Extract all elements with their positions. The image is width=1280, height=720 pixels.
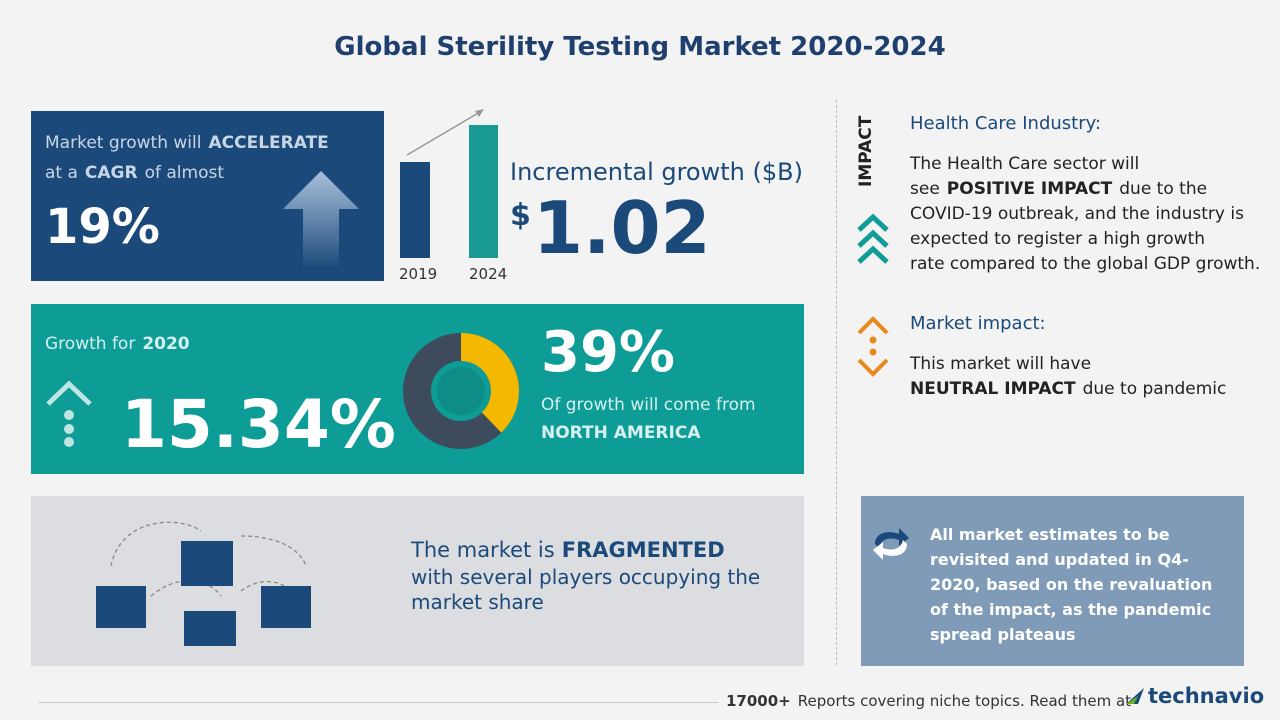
- arrow-icon: [283, 171, 359, 269]
- impact-heading: IMPACT: [856, 115, 876, 187]
- note-line: of the impact, as the pandemic: [930, 600, 1212, 619]
- text: of almost: [144, 163, 225, 183]
- vendor-panel: The market is FRAGMENTED with several pla…: [31, 496, 804, 666]
- brand-logo: [1126, 688, 1144, 704]
- text: see: [910, 179, 940, 199]
- text: 2020: [142, 334, 190, 354]
- footer-text: 17000+ Reports covering niche topics. Rea…: [726, 692, 1131, 710]
- incremental-value: 1.02: [533, 186, 711, 270]
- vendor-line: with several players occupying the: [411, 565, 761, 589]
- text: due to the: [1119, 179, 1208, 199]
- cagr-panel: Market growth will ACCELERATE at a CAGR of …: [31, 111, 384, 281]
- vendor-line: market share: [411, 590, 544, 614]
- text: expected to register a high growth: [910, 229, 1206, 249]
- cagr-line: at a CAGR of almost: [45, 163, 224, 183]
- text: POSITIVE IMPACT: [946, 179, 1113, 199]
- text-line: The Health Care sector will: [910, 152, 1260, 177]
- brand: technavio: [1148, 684, 1265, 708]
- growth-label: Growth for 2020: [45, 334, 190, 354]
- note-line: spread plateaus: [930, 625, 1076, 644]
- industry-text: The Health Care sector will see POSITIVE I…: [910, 152, 1260, 277]
- text-line: This market will have: [910, 352, 1226, 377]
- share-text: Of growth will come from: [541, 395, 756, 415]
- text: 17000+: [726, 692, 791, 710]
- divider: [836, 100, 837, 665]
- text: ACCELERATE: [208, 133, 329, 153]
- text: rate compared to the global GDP growth.: [910, 254, 1261, 274]
- bar-icon: [400, 109, 498, 258]
- text-line: rate compared to the global GDP growth.: [910, 252, 1260, 277]
- text: The Health Care sector will: [910, 154, 1140, 174]
- cagr-value: 19%: [45, 199, 160, 255]
- text: COVID-19 outbreak, and the industry is: [910, 204, 1244, 224]
- note-text: All market estimates to be revisited and …: [930, 522, 1212, 647]
- donut-icon: [403, 333, 519, 449]
- growth-panel: Growth for 2020 15.34% 39% Of growth will…: [31, 304, 804, 474]
- market-text: This market will have NEUTRAL IMPACT due t…: [910, 352, 1226, 402]
- text: FRAGMENTED: [561, 538, 725, 562]
- currency: $: [510, 198, 531, 233]
- buildings-icon: [96, 521, 311, 646]
- refresh-icon: [873, 528, 909, 560]
- note-line: All market estimates to be: [930, 525, 1170, 544]
- text: NEUTRAL IMPACT: [910, 379, 1076, 399]
- note-line: revisited and updated in Q4-: [930, 550, 1189, 569]
- share-value: 39%: [541, 320, 676, 385]
- positive-icon: [857, 213, 889, 264]
- text-line: NEUTRAL IMPACT due to pandemic: [910, 377, 1226, 402]
- industry-title: Health Care Industry:: [910, 113, 1102, 134]
- market-title: Market impact:: [910, 313, 1046, 334]
- growth-icon: [46, 380, 92, 447]
- note-panel: All market estimates to be revisited and …: [861, 496, 1244, 666]
- text: Market growth will: [45, 133, 202, 153]
- region: NORTH AMERICA: [541, 423, 701, 443]
- neutral-icon: [857, 316, 889, 377]
- cagr-line: Market growth will ACCELERATE: [45, 133, 329, 153]
- text: CAGR: [84, 163, 138, 183]
- text: The market is: [411, 538, 555, 562]
- text: This market will have: [910, 354, 1092, 374]
- year-label: 2019: [399, 265, 438, 283]
- text: Reports covering niche topics. Read them…: [797, 692, 1132, 710]
- text-line: COVID-19 outbreak, and the industry is: [910, 202, 1260, 227]
- title: Global Sterility Testing Market 2020-202…: [334, 32, 946, 62]
- text: Growth for: [45, 334, 136, 354]
- text-line: expected to register a high growth: [910, 227, 1260, 252]
- text: due to pandemic: [1082, 379, 1227, 399]
- text-line: see POSITIVE IMPACT due to the: [910, 177, 1260, 202]
- text: at a: [45, 163, 78, 183]
- vendor-line: The market is FRAGMENTED: [411, 538, 725, 562]
- incremental-label: Incremental growth ($B): [510, 158, 803, 186]
- note-line: 2020, based on the revaluation: [930, 575, 1213, 594]
- footer-rule: [38, 702, 718, 703]
- growth-value: 15.34%: [121, 386, 396, 463]
- year-label: 2024: [469, 265, 508, 283]
